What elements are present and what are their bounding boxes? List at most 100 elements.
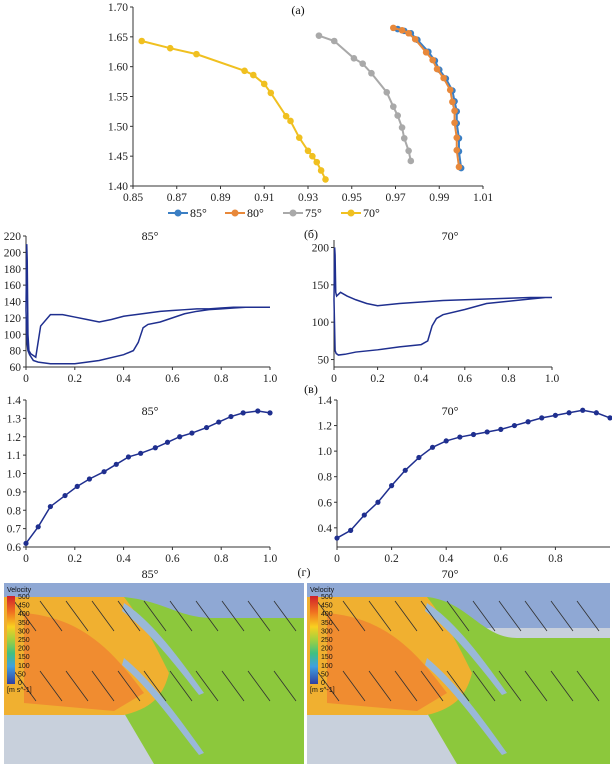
velocity-vector — [13, 600, 37, 632]
data-point — [138, 450, 144, 456]
x-tick-label: 0.97 — [385, 192, 405, 204]
cfd-blade — [122, 658, 204, 755]
velocity-vector — [91, 600, 115, 632]
velocity-vector — [576, 600, 600, 632]
velocity-vector — [273, 600, 297, 632]
cfd-legend-value: 500 — [321, 594, 333, 601]
velocity-vector — [143, 600, 167, 632]
velocity-vector — [316, 600, 340, 632]
cfd-legend-value: 200 — [18, 646, 30, 653]
chart-a: 0.85 0.87 0.89 0.91 0.93 0.95 0.97 0.99 1.01 1.40… — [108, 2, 493, 220]
data-point — [394, 112, 401, 119]
x-tick-label: 0.85 — [123, 192, 143, 204]
data-point — [449, 98, 456, 106]
data-point — [348, 527, 354, 533]
cfd-legend-value: 350 — [18, 620, 30, 627]
x-tick-label: 0.2 — [384, 553, 399, 565]
velocity-vector — [576, 670, 600, 702]
y-tick-label: 100 — [312, 317, 330, 329]
velocity-vector — [420, 600, 444, 632]
data-point — [484, 429, 490, 435]
panel-label-d: (г) — [298, 565, 311, 579]
cfd-legend-value: 50 — [18, 671, 26, 678]
y-tick-label: 140 — [4, 297, 22, 309]
x-tick-label: 0.8 — [214, 553, 229, 565]
data-point — [443, 438, 449, 444]
data-point — [177, 434, 183, 440]
y-tick-label: 0.6 — [7, 542, 22, 554]
velocity-vector — [394, 670, 418, 702]
velocity-vector — [368, 670, 392, 702]
data-point — [405, 147, 412, 155]
velocity-vector — [368, 600, 392, 632]
data-point — [216, 419, 222, 425]
y-tick-label: 0.4 — [318, 523, 333, 535]
data-point — [113, 461, 119, 467]
x-tick-label: 1.0 — [263, 373, 278, 385]
cfd-title: 70° — [442, 567, 459, 581]
data-point — [402, 467, 408, 473]
velocity-vector — [524, 600, 548, 632]
y-tick-label: 150 — [312, 280, 330, 292]
data-point — [317, 167, 325, 174]
y-tick-label: 0.6 — [318, 497, 333, 509]
data-point — [400, 134, 408, 142]
data-point — [470, 431, 477, 438]
x-tick-label: 0.8 — [501, 373, 516, 385]
data-point — [411, 35, 419, 43]
cfd-legend-value: 450 — [321, 603, 333, 610]
data-point — [383, 89, 391, 96]
x-tick-label: 0.8 — [548, 553, 563, 565]
data-point — [422, 49, 430, 56]
x-tick-label: 0.89 — [210, 192, 230, 204]
data-point — [255, 408, 261, 414]
x-tick-label: 0.95 — [342, 192, 362, 204]
data-point — [453, 134, 461, 141]
cfd-legend-value: 0 — [18, 680, 22, 687]
y-tick-label: 1.4 — [318, 395, 333, 407]
velocity-vector — [472, 600, 496, 632]
cfd-legend-value: 0 — [321, 680, 325, 687]
data-point — [455, 163, 463, 171]
y-tick-label: 80 — [10, 346, 22, 358]
cfd-legend-value: 300 — [18, 628, 30, 635]
data-point — [193, 50, 200, 58]
legend-label: 80° — [247, 206, 264, 220]
velocity-vector — [247, 670, 271, 702]
chart-c-70: 0 0.2 0.4 0.6 0.8 0.4 0.6 0.8 1.0 1.2 1.4 70° — [318, 395, 612, 565]
data-point — [309, 152, 316, 160]
cfd-hot-region — [327, 613, 447, 711]
x-tick-label: 0.2 — [68, 373, 83, 385]
cfd-legend-value: 250 — [18, 637, 30, 644]
data-point — [330, 37, 338, 45]
data-point — [398, 26, 406, 34]
x-tick-label: 0.4 — [439, 553, 454, 565]
y-tick-label: 200 — [312, 242, 330, 254]
data-point — [304, 147, 312, 155]
cfd-legend-value: 100 — [18, 663, 30, 670]
data-point — [228, 413, 234, 420]
data-point — [322, 176, 329, 183]
data-point — [260, 80, 268, 88]
data-point — [166, 44, 174, 52]
y-tick-label: 100 — [4, 329, 22, 341]
data-point — [453, 146, 461, 154]
x-tick-label: 0.8 — [214, 373, 229, 385]
series-line — [25, 244, 270, 365]
chart-title: 85° — [142, 404, 159, 418]
x-tick-label: 0.6 — [165, 553, 180, 565]
series-line — [141, 40, 327, 180]
data-point — [267, 89, 275, 97]
chart-c-85: 0 0.2 0.4 0.6 0.8 1.0 0.6 0.7 0.8 0.9 1.0 1.1 1.2 1.3… — [7, 395, 278, 565]
data-point — [47, 503, 54, 510]
data-point — [398, 124, 406, 131]
y-tick-label: 1.60 — [108, 62, 128, 74]
velocity-vector — [247, 600, 271, 632]
series-line — [336, 409, 611, 539]
cfd-legend-units: [m s^-1] — [7, 687, 32, 694]
cfd-legend-value: 150 — [321, 654, 333, 661]
data-point — [152, 445, 158, 451]
panel-label-c: (в) — [304, 382, 318, 396]
velocity-vector — [273, 670, 297, 702]
velocity-vector — [550, 670, 574, 702]
